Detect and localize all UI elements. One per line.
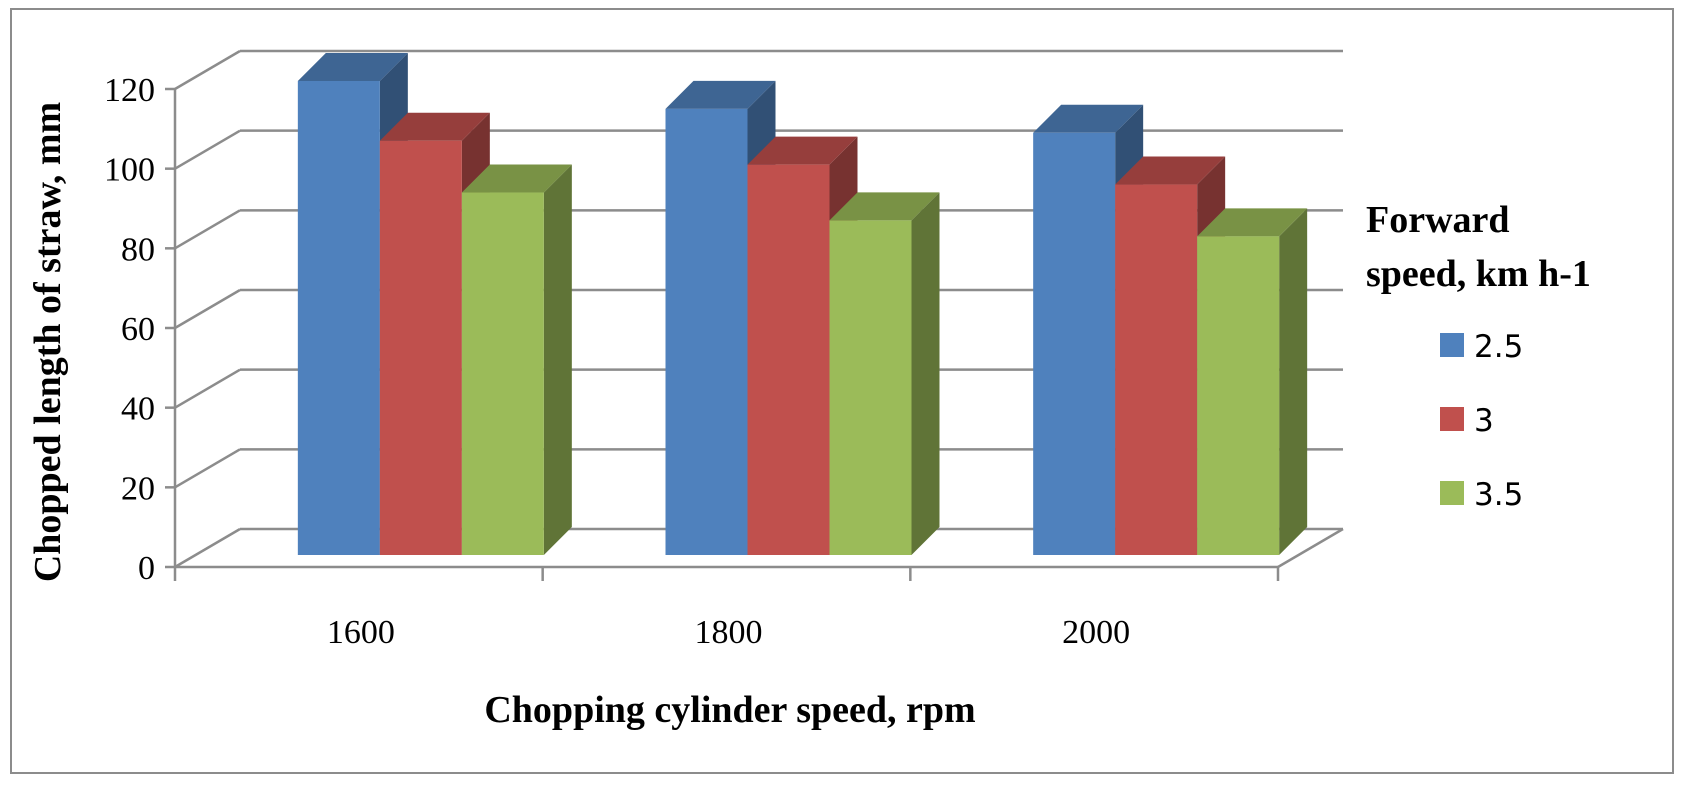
x-tick-label: 1800 bbox=[695, 614, 763, 651]
bars bbox=[297, 52, 1308, 556]
x-tick-label: 2000 bbox=[1062, 614, 1130, 651]
legend-swatch bbox=[1440, 481, 1464, 505]
bar-top bbox=[379, 112, 490, 141]
legend: Forward speed, km h-1 2.5 3 3.5 bbox=[1366, 199, 1591, 513]
bar-front bbox=[747, 164, 830, 555]
y-axis-title: Chopped length of straw, mm bbox=[27, 102, 69, 582]
legend-label: 3.5 bbox=[1474, 477, 1523, 513]
bar-top bbox=[1115, 156, 1226, 185]
legend-label: 3 bbox=[1474, 403, 1494, 439]
legend-title-line1: Forward bbox=[1366, 199, 1510, 241]
bar-front bbox=[1115, 184, 1198, 556]
bar-front bbox=[1197, 236, 1280, 556]
y-tick-label: 100 bbox=[104, 152, 155, 189]
gridline-side bbox=[174, 49, 241, 91]
bar-front bbox=[379, 140, 462, 555]
gridline-side bbox=[174, 129, 241, 170]
y-tick-labels: 0 20 40 60 80 100 120 bbox=[104, 72, 155, 587]
bar-front bbox=[665, 108, 748, 555]
legend-item-2.5: 2.5 bbox=[1440, 329, 1523, 365]
bar-side bbox=[543, 164, 572, 555]
bar-top bbox=[1033, 104, 1144, 133]
bar-top bbox=[461, 164, 572, 193]
floor-edge bbox=[1277, 527, 1344, 569]
legend-title-line2: speed, km h-1 bbox=[1366, 253, 1591, 295]
bar-top bbox=[829, 192, 940, 221]
x-axis-title: Chopping cylinder speed, rpm bbox=[484, 689, 975, 731]
legend-items: 2.5 3 3.5 bbox=[1440, 329, 1523, 513]
bar-top bbox=[747, 136, 858, 165]
legend-item-3.5: 3.5 bbox=[1440, 477, 1523, 513]
bar-3.5-2000 bbox=[1197, 208, 1308, 556]
legend-label: 2.5 bbox=[1474, 329, 1523, 365]
y-tick-label: 120 bbox=[104, 72, 155, 109]
gridline-side bbox=[174, 448, 241, 489]
legend-swatch bbox=[1440, 407, 1464, 431]
bar-3.5-1600 bbox=[461, 164, 572, 555]
y-tick-label: 20 bbox=[121, 470, 155, 507]
bar-front bbox=[1033, 132, 1116, 555]
bar-side bbox=[911, 192, 940, 555]
legend-item-3: 3 bbox=[1440, 403, 1494, 439]
bar-front bbox=[829, 220, 912, 555]
legend-swatch bbox=[1440, 333, 1464, 357]
gridline-side bbox=[174, 368, 241, 409]
y-tick-label: 60 bbox=[121, 311, 155, 348]
bar-top bbox=[297, 52, 408, 81]
gridline-side bbox=[174, 288, 241, 330]
x-tick-labels: 1600 1800 2000 bbox=[327, 614, 1130, 651]
bar-top bbox=[665, 80, 776, 109]
y-tick-label: 80 bbox=[121, 231, 155, 268]
bar-top bbox=[1197, 208, 1308, 237]
gridline-side bbox=[174, 527, 241, 569]
bar-front bbox=[461, 192, 544, 555]
x-tick-label: 1600 bbox=[327, 614, 395, 651]
gridline-side bbox=[174, 209, 241, 250]
bar-3.5-1800 bbox=[829, 192, 940, 555]
bar-front bbox=[297, 80, 380, 555]
bar-side bbox=[1279, 208, 1308, 556]
y-tick-label: 40 bbox=[121, 391, 155, 428]
axes bbox=[165, 87, 1344, 581]
y-tick-label: 0 bbox=[138, 550, 155, 587]
